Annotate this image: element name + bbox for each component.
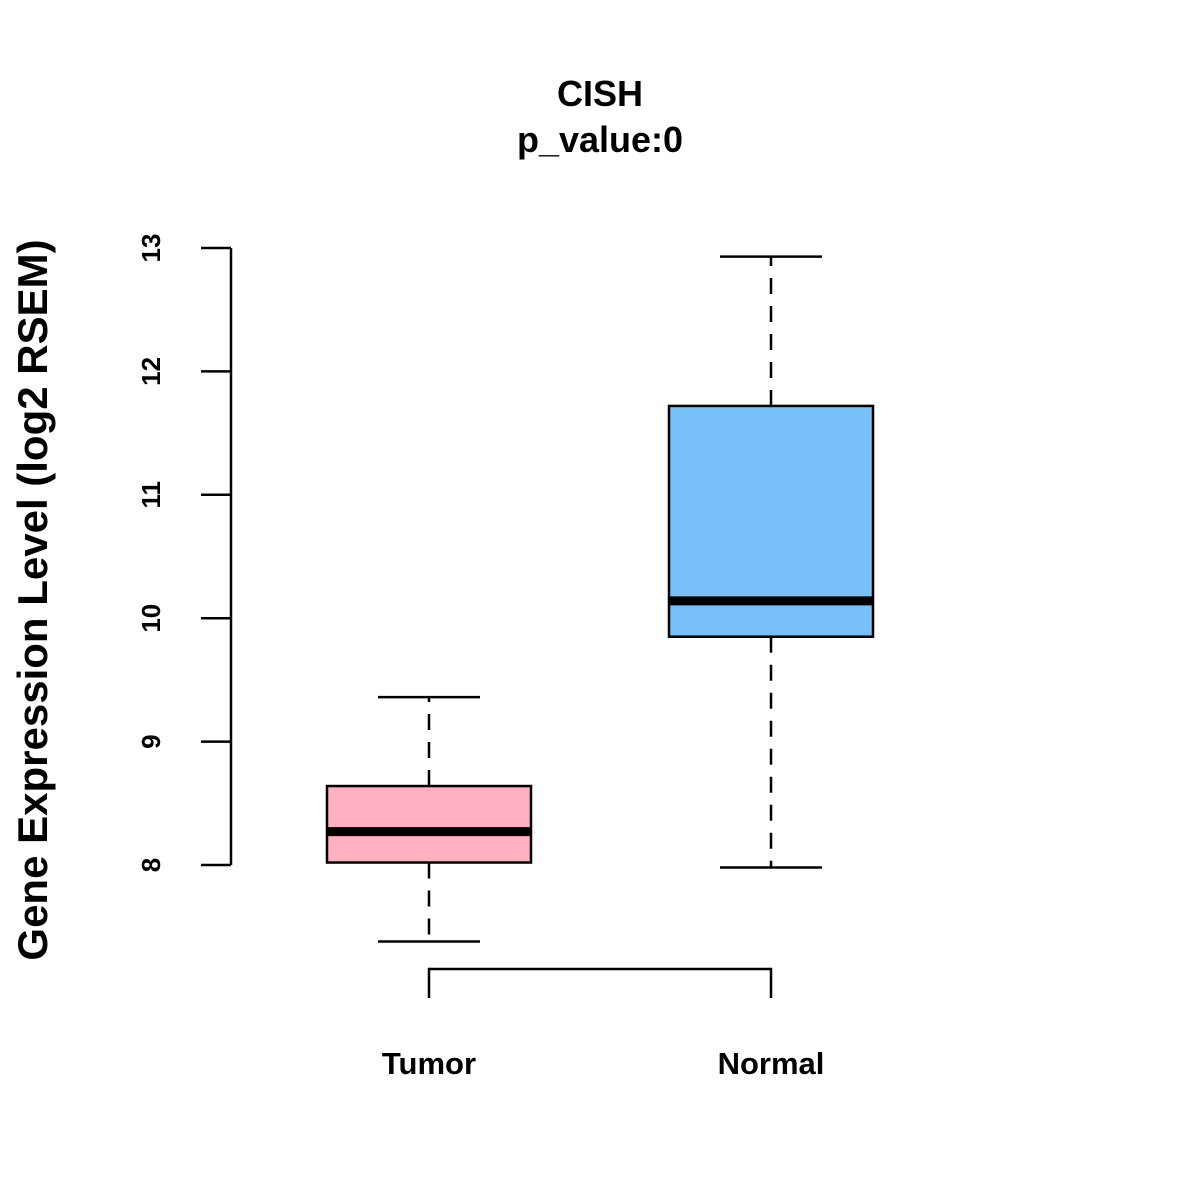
- normal-box-group: [667, 255, 875, 869]
- y-tick-label-10: 10: [136, 604, 166, 633]
- y-tick-label-13: 13: [136, 234, 166, 263]
- boxes: [325, 255, 875, 943]
- tumor-box-group: [325, 695, 533, 943]
- x-label-normal: Normal: [718, 1046, 825, 1081]
- x-label-tumor: Tumor: [382, 1046, 476, 1081]
- chart-title: CISH: [557, 73, 643, 114]
- comparison-bracket: [427, 967, 773, 998]
- y-tick-label-11: 11: [136, 481, 166, 509]
- y-tick-label-9: 9: [136, 734, 166, 748]
- y-axis-label: Gene Expression Level (log2 RSEM): [9, 239, 56, 960]
- y-tick-label-8: 8: [136, 858, 166, 872]
- bracket-line: [427, 967, 773, 998]
- chart-subtitle: p_value:0: [517, 119, 683, 160]
- y-tick-label-12: 12: [136, 357, 166, 386]
- y-axis: 8 9 10 11 12 13: [136, 234, 233, 872]
- tumor-box: [325, 784, 533, 864]
- x-axis-labels: Tumor Normal: [382, 1046, 824, 1081]
